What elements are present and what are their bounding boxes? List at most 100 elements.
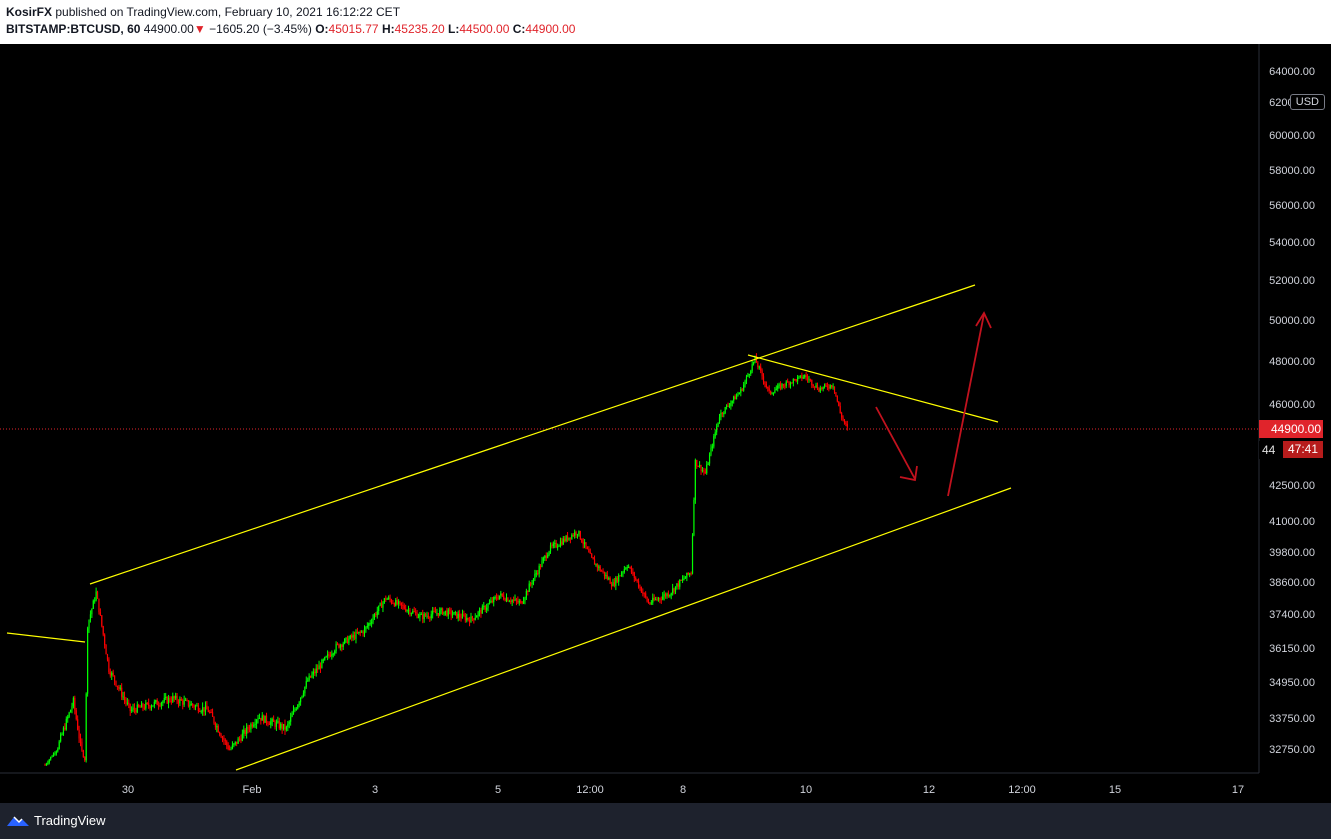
candle-body	[268, 723, 270, 725]
candle	[87, 626, 89, 697]
candle	[132, 703, 134, 713]
candle	[158, 701, 160, 710]
candle-body	[832, 386, 834, 388]
candle-body	[547, 555, 549, 558]
candle-body	[136, 704, 138, 713]
candle-body	[636, 579, 638, 582]
candle	[396, 596, 398, 606]
candle-body	[311, 674, 313, 678]
currency-label[interactable]: USD	[1289, 94, 1325, 110]
candle	[155, 699, 157, 704]
candle	[226, 739, 228, 750]
candle	[459, 609, 461, 621]
up-arrow-shaft	[947, 313, 985, 497]
candle	[237, 736, 239, 744]
candle	[231, 741, 234, 750]
candle-body	[257, 718, 259, 721]
candle	[483, 601, 485, 610]
chart-area[interactable]: 64000.0062000.0060000.0058000.0056000.00…	[0, 44, 1331, 803]
candle-body	[530, 583, 532, 585]
candle-body	[261, 715, 263, 721]
candle	[338, 643, 340, 649]
candle	[619, 575, 621, 577]
author-name[interactable]: KosirFX	[6, 5, 53, 19]
candle	[321, 658, 323, 669]
candle-body	[263, 715, 265, 723]
candle-body	[569, 537, 571, 539]
candle-body	[238, 738, 241, 740]
tradingview-brand[interactable]: TradingView	[6, 813, 106, 828]
candle-body	[172, 696, 174, 702]
candle-body	[474, 617, 476, 620]
candle-body	[488, 602, 491, 605]
candle	[352, 631, 354, 641]
candle	[571, 533, 573, 540]
candle-body	[351, 635, 353, 638]
candle-body	[382, 602, 384, 608]
candle-body	[684, 577, 687, 579]
candle	[175, 692, 177, 701]
candle-body	[517, 600, 519, 603]
candle	[451, 610, 454, 619]
candle	[782, 383, 784, 389]
candle-body	[785, 381, 787, 386]
candle	[811, 379, 813, 389]
candle-body	[701, 470, 704, 472]
candle-body	[764, 381, 766, 385]
candle	[98, 598, 100, 615]
candle-body	[241, 733, 243, 741]
candle	[328, 651, 330, 659]
price-tick-label: 54000.00	[1269, 237, 1315, 249]
candle	[669, 594, 671, 598]
candle-body	[841, 413, 843, 418]
candle	[727, 402, 729, 407]
symbol-label[interactable]: BITSTAMP:BTCUSD, 60	[6, 22, 141, 36]
candle-body	[531, 583, 533, 585]
candle-body	[102, 626, 104, 635]
candle	[84, 756, 86, 762]
candle	[818, 387, 820, 393]
candle	[812, 383, 814, 389]
candle	[189, 700, 191, 710]
candle	[486, 603, 488, 614]
candle-body	[714, 432, 716, 437]
candle	[497, 594, 499, 601]
candle-body	[206, 705, 208, 710]
candle	[288, 720, 290, 729]
candle	[378, 605, 380, 615]
candle-body	[45, 763, 48, 765]
candle-body	[782, 384, 784, 386]
candle	[91, 608, 93, 618]
candle-body	[541, 560, 543, 567]
candle-body	[209, 711, 211, 713]
candle	[508, 599, 510, 603]
candle-body	[493, 597, 495, 603]
candle-body	[345, 637, 347, 640]
candle-body	[652, 597, 654, 603]
candle-body	[368, 623, 370, 626]
candle	[559, 537, 562, 548]
candle	[255, 718, 258, 729]
candle	[815, 382, 817, 389]
candle-body	[119, 687, 121, 689]
candle	[415, 608, 417, 616]
candle-body	[158, 705, 160, 707]
candle	[54, 751, 56, 756]
candle-body	[548, 551, 550, 556]
candle	[194, 704, 197, 711]
candle-body	[710, 447, 712, 455]
candle	[376, 606, 378, 619]
candle-body	[375, 614, 377, 616]
candle-body	[515, 598, 518, 601]
candle	[487, 602, 489, 612]
candle-body	[653, 597, 655, 600]
candle	[819, 385, 821, 393]
candle-body	[670, 593, 672, 596]
candle-body	[451, 614, 454, 616]
candle	[55, 750, 57, 756]
candlestick-chart[interactable]: 64000.0062000.0060000.0058000.0056000.00…	[0, 44, 1331, 803]
candle	[610, 581, 613, 590]
candle	[447, 607, 449, 620]
candle	[433, 607, 435, 613]
candle	[423, 611, 425, 623]
